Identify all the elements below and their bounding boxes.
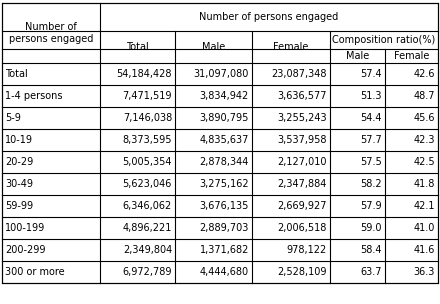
Text: 20-29: 20-29: [5, 157, 33, 167]
Text: 100-199: 100-199: [5, 223, 45, 233]
Text: 1,371,682: 1,371,682: [200, 245, 249, 255]
Text: 7,471,519: 7,471,519: [122, 91, 172, 101]
Text: 978,122: 978,122: [287, 245, 327, 255]
Text: 58.4: 58.4: [360, 245, 382, 255]
Text: 5-9: 5-9: [5, 113, 21, 123]
Text: 58.2: 58.2: [360, 179, 382, 189]
Text: 3,255,243: 3,255,243: [277, 113, 327, 123]
Text: 41.6: 41.6: [414, 245, 435, 255]
Text: 54.4: 54.4: [360, 113, 382, 123]
Text: 6,972,789: 6,972,789: [122, 267, 172, 277]
Text: 10-19: 10-19: [5, 135, 33, 145]
Text: 3,537,958: 3,537,958: [278, 135, 327, 145]
Text: 23,087,348: 23,087,348: [271, 69, 327, 79]
Text: 57.9: 57.9: [360, 201, 382, 211]
Text: 2,006,518: 2,006,518: [278, 223, 327, 233]
Text: 30-49: 30-49: [5, 179, 33, 189]
Text: 36.3: 36.3: [414, 267, 435, 277]
Text: 3,834,942: 3,834,942: [200, 91, 249, 101]
Text: 51.3: 51.3: [360, 91, 382, 101]
Text: 7,146,038: 7,146,038: [123, 113, 172, 123]
Text: Total: Total: [5, 69, 28, 79]
Text: 42.6: 42.6: [414, 69, 435, 79]
Text: 57.5: 57.5: [360, 157, 382, 167]
Text: 41.8: 41.8: [414, 179, 435, 189]
Text: Number of persons engaged: Number of persons engaged: [199, 12, 339, 22]
Text: 59.0: 59.0: [360, 223, 382, 233]
Text: 2,127,010: 2,127,010: [278, 157, 327, 167]
Text: 4,896,221: 4,896,221: [123, 223, 172, 233]
Text: 2,528,109: 2,528,109: [278, 267, 327, 277]
Text: 4,444,680: 4,444,680: [200, 267, 249, 277]
Text: 300 or more: 300 or more: [5, 267, 65, 277]
Text: 63.7: 63.7: [360, 267, 382, 277]
Text: Female: Female: [394, 51, 429, 61]
Text: 31,097,080: 31,097,080: [194, 69, 249, 79]
Text: Male: Male: [202, 42, 225, 52]
Text: 2,889,703: 2,889,703: [200, 223, 249, 233]
Text: 3,890,795: 3,890,795: [200, 113, 249, 123]
Text: 8,373,595: 8,373,595: [122, 135, 172, 145]
Text: Male: Male: [346, 51, 369, 61]
Text: 42.1: 42.1: [414, 201, 435, 211]
Text: 57.4: 57.4: [360, 69, 382, 79]
Text: 54,184,428: 54,184,428: [117, 69, 172, 79]
Text: 2,349,804: 2,349,804: [123, 245, 172, 255]
Text: 3,275,162: 3,275,162: [199, 179, 249, 189]
Text: 1-4 persons: 1-4 persons: [5, 91, 62, 101]
Text: 3,676,135: 3,676,135: [200, 201, 249, 211]
Text: 41.0: 41.0: [414, 223, 435, 233]
Text: 45.6: 45.6: [414, 113, 435, 123]
Text: 3,636,577: 3,636,577: [278, 91, 327, 101]
Text: Female: Female: [273, 42, 309, 52]
Text: 42.5: 42.5: [413, 157, 435, 167]
Text: 4,835,637: 4,835,637: [200, 135, 249, 145]
Text: Total: Total: [126, 42, 149, 52]
Text: 48.7: 48.7: [414, 91, 435, 101]
Text: 2,669,927: 2,669,927: [278, 201, 327, 211]
Text: 5,005,354: 5,005,354: [122, 157, 172, 167]
Text: 42.3: 42.3: [414, 135, 435, 145]
Text: 6,346,062: 6,346,062: [123, 201, 172, 211]
Text: 2,347,884: 2,347,884: [278, 179, 327, 189]
Text: 57.7: 57.7: [360, 135, 382, 145]
Text: 59-99: 59-99: [5, 201, 33, 211]
Text: 2,878,344: 2,878,344: [200, 157, 249, 167]
Text: 200-299: 200-299: [5, 245, 45, 255]
Text: Composition ratio(%): Composition ratio(%): [332, 35, 436, 45]
Text: Number of
persons engaged: Number of persons engaged: [9, 22, 93, 44]
Text: 5,623,046: 5,623,046: [123, 179, 172, 189]
